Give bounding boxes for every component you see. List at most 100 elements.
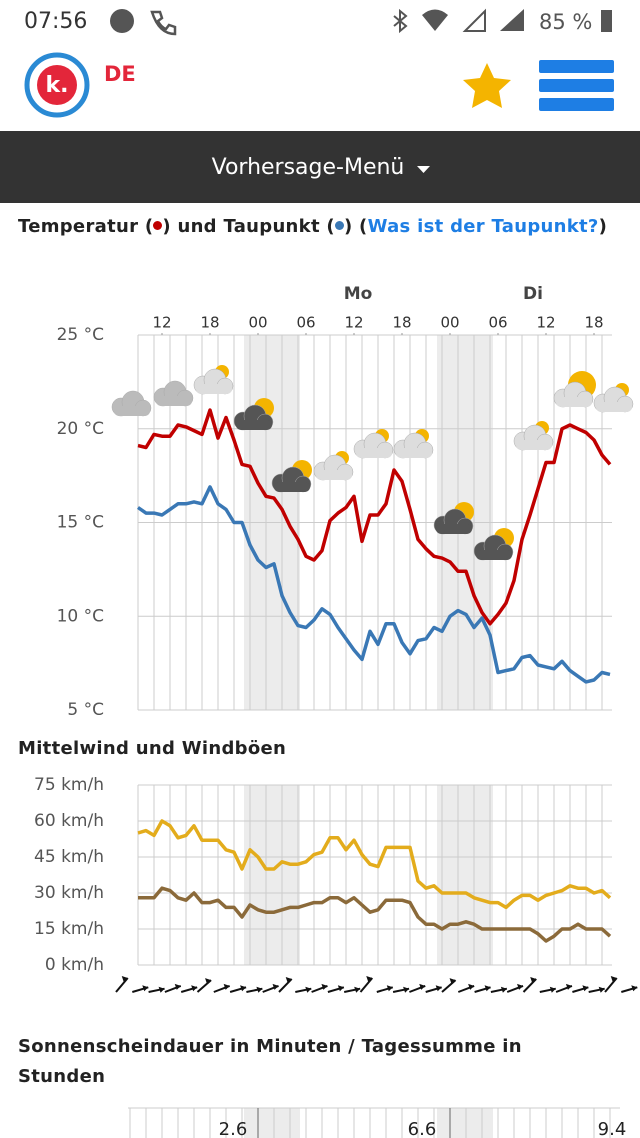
- x-tick-label: 18: [200, 314, 219, 332]
- signal-icon: [500, 9, 524, 31]
- temp-title: Temperatur () und Taupunkt () (Was ist d…: [18, 212, 628, 242]
- y-tick-label: 45 km/h: [34, 847, 104, 867]
- wind-arrow-head: [305, 986, 312, 993]
- weather-icon: [553, 371, 596, 408]
- wind-arrow-head: [174, 983, 181, 990]
- cloud: [476, 550, 512, 560]
- logo-text: k.: [46, 73, 69, 98]
- weather-icon: [111, 390, 152, 417]
- wind-arrow-head: [530, 976, 537, 983]
- wifi-icon: [422, 9, 448, 31]
- wind-arrow-head: [240, 985, 247, 992]
- weather-icon: [393, 429, 434, 459]
- logo-ring: [24, 52, 90, 118]
- x-tick-label: 00: [248, 314, 267, 332]
- weather-icon: [193, 365, 234, 395]
- menu-button[interactable]: [539, 60, 614, 111]
- wind-arrow-head: [354, 986, 361, 993]
- x-tick-label: 12: [536, 314, 555, 332]
- cloud: [114, 406, 150, 416]
- title-part: (: [319, 216, 335, 237]
- signal-icon: [462, 8, 486, 32]
- wind-arrow-head: [435, 985, 442, 992]
- battery-text: 85 %: [539, 10, 592, 34]
- y-tick-label: 60 km/h: [34, 811, 104, 831]
- y-tick-label: 10 °C: [57, 606, 104, 626]
- weather-icon: [271, 460, 312, 493]
- wind-arrow-head: [256, 986, 263, 993]
- weather-icon: [153, 380, 194, 407]
- cloud: [516, 440, 552, 450]
- wind-arrow-head: [386, 985, 393, 992]
- wind-arrow-head: [285, 976, 292, 983]
- daily-total: 2.6: [219, 1119, 248, 1138]
- status-icon: [110, 9, 134, 33]
- status-icon: [150, 10, 177, 36]
- wind-title: Mittelwind und Windböen: [18, 738, 287, 759]
- wind-arrow-head: [468, 983, 475, 990]
- cloud: [274, 482, 310, 492]
- menu-bar[interactable]: [0, 131, 640, 203]
- cloud: [596, 402, 632, 412]
- battery-icon: [601, 10, 612, 32]
- weather-icon: [313, 451, 354, 481]
- title-part: Temperatur: [18, 216, 139, 237]
- day-label: Di: [523, 284, 543, 304]
- wind-arrow-head: [500, 986, 507, 993]
- night-band: [244, 1108, 300, 1138]
- wind-arrow: [522, 978, 537, 993]
- wind-arrow-head: [366, 975, 373, 982]
- weather-icon: [433, 502, 474, 535]
- wind-arrow-head: [582, 985, 589, 992]
- wind-arrow-head: [223, 983, 230, 990]
- region[interactable]: DE: [104, 62, 136, 86]
- menu-label[interactable]: Vorhersage-Menü: [212, 155, 405, 180]
- wind-arrow-head: [449, 978, 456, 985]
- y-tick-label: 30 km/h: [34, 883, 104, 903]
- cloud: [396, 448, 432, 458]
- legend-dot: [153, 221, 163, 230]
- cloud: [356, 448, 392, 458]
- wind-arrow-head: [142, 985, 149, 992]
- cloud: [556, 397, 592, 407]
- series-line: [138, 886, 612, 943]
- wind-arrow-head: [517, 983, 524, 990]
- wind-arrow-head: [565, 983, 572, 990]
- title-part: ): [598, 216, 608, 237]
- wind-arrow-head: [321, 983, 328, 990]
- wind-arrow-head: [205, 978, 212, 985]
- title-part: ) und: [162, 216, 224, 237]
- series-line: [137, 408, 612, 626]
- wind-arrow-head: [610, 975, 617, 982]
- x-tick-label: 06: [296, 314, 315, 332]
- y-tick-label: 0 km/h: [45, 955, 104, 975]
- x-tick-label: 18: [584, 314, 603, 332]
- weather-icon: [473, 528, 514, 561]
- series-line: [137, 819, 612, 910]
- night-band: [437, 1108, 493, 1138]
- legend-dot: [334, 221, 344, 230]
- wind-arrow-head: [631, 985, 638, 992]
- wind-arrow-head: [419, 983, 426, 990]
- cloud: [196, 384, 232, 394]
- wind-arrow-head: [121, 975, 128, 982]
- wind-arrow: [359, 977, 374, 993]
- title-part: (: [138, 216, 154, 237]
- x-tick-label: 12: [152, 314, 171, 332]
- wind-arrow-head: [598, 986, 605, 993]
- x-tick-label: 18: [392, 314, 411, 332]
- favorite-star[interactable]: [463, 63, 511, 108]
- bluetooth-icon: [393, 8, 408, 34]
- wind-arrow: [278, 978, 293, 993]
- wind-arrow-head: [272, 983, 279, 990]
- wind-arrow: [115, 977, 129, 993]
- sun-title: Sonnenscheindauer in Minuten / Tagessumm…: [18, 1036, 529, 1087]
- weather-icon: [353, 429, 394, 459]
- x-tick-label: 12: [344, 314, 363, 332]
- y-tick-label: 20 °C: [57, 419, 104, 439]
- cloud: [156, 396, 192, 406]
- cloud: [436, 524, 472, 534]
- dewpoint-link[interactable]: Was ist der Taupunkt?: [367, 216, 599, 237]
- wind-arrow-head: [484, 985, 491, 992]
- title-part: Taupunkt: [223, 216, 320, 237]
